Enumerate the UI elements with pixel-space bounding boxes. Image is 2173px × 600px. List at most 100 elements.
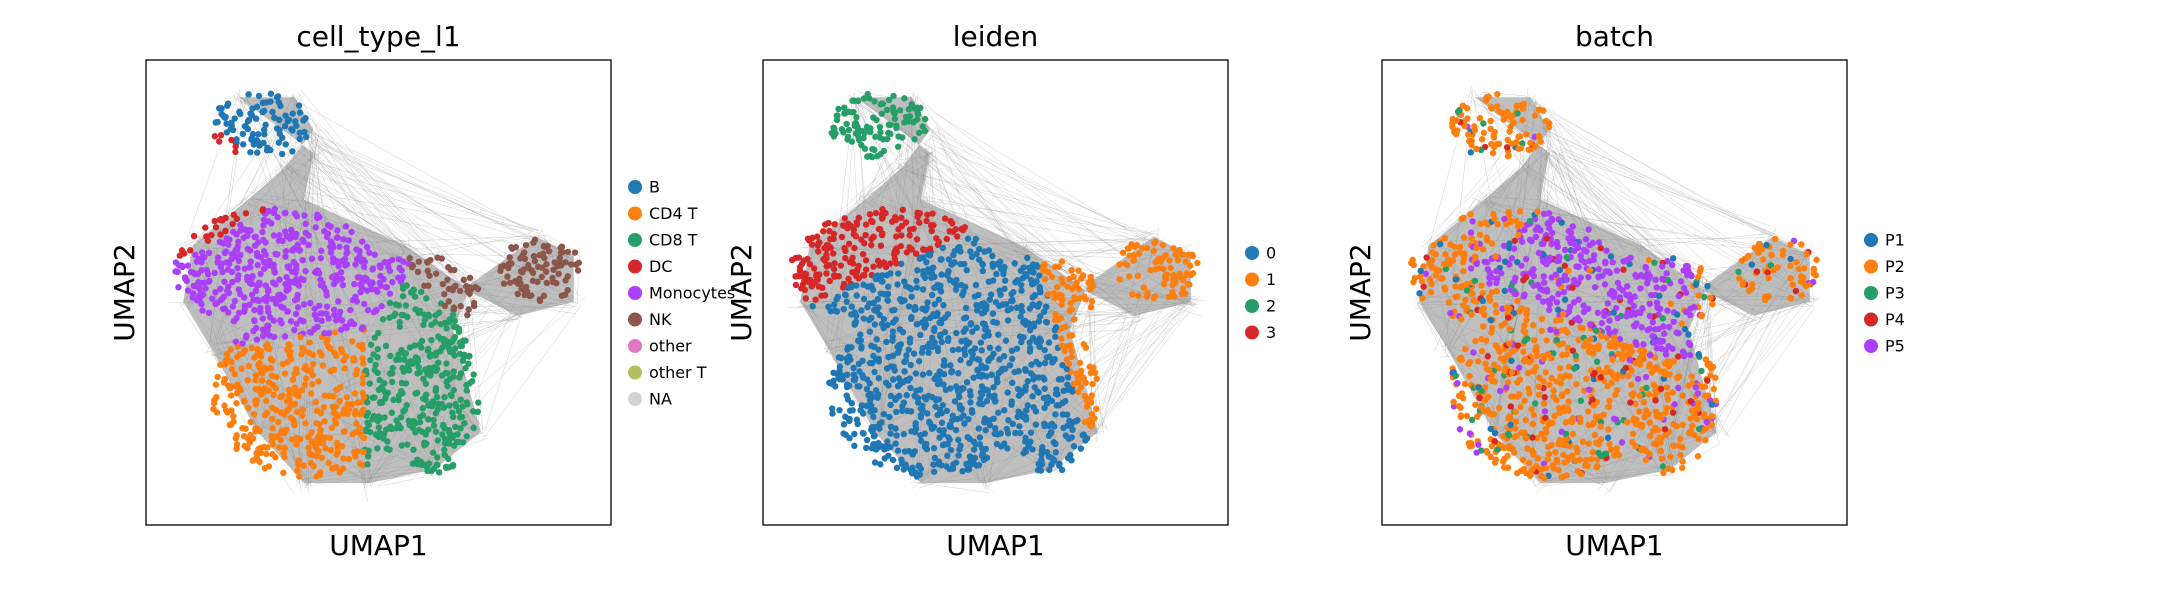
point-monocytes bbox=[263, 297, 270, 305]
point-monocytes bbox=[198, 249, 206, 256]
point-monocytes bbox=[395, 256, 403, 263]
point-0 bbox=[1022, 367, 1029, 374]
point-0 bbox=[957, 281, 965, 289]
point-p2 bbox=[1628, 381, 1635, 389]
point-cd8-t bbox=[422, 391, 430, 398]
point-0 bbox=[870, 433, 878, 440]
point-0 bbox=[937, 282, 944, 289]
point-1 bbox=[1119, 249, 1127, 256]
point-p5 bbox=[1484, 259, 1491, 266]
point-p2 bbox=[1444, 256, 1452, 263]
point-0 bbox=[1017, 429, 1024, 437]
point-p5 bbox=[1675, 292, 1683, 300]
point-p2 bbox=[1501, 320, 1509, 327]
point-cd8-t bbox=[464, 401, 471, 408]
point-cd8-t bbox=[366, 380, 373, 387]
point-0 bbox=[915, 358, 923, 365]
point-0 bbox=[870, 441, 877, 448]
point-dc bbox=[242, 210, 250, 217]
point-3 bbox=[893, 260, 900, 267]
point-p2 bbox=[1675, 442, 1683, 449]
point-p5 bbox=[1606, 269, 1614, 277]
point-2 bbox=[867, 128, 874, 136]
point-b bbox=[275, 98, 282, 106]
edge bbox=[1072, 312, 1129, 328]
point-1 bbox=[1051, 294, 1058, 302]
point-0 bbox=[878, 419, 885, 426]
point-monocytes bbox=[291, 279, 299, 286]
point-p2 bbox=[1588, 455, 1595, 463]
point-3 bbox=[831, 221, 838, 228]
point-p2 bbox=[1556, 365, 1564, 372]
point-p5 bbox=[1493, 267, 1500, 275]
point-0 bbox=[924, 299, 931, 306]
point-0 bbox=[960, 328, 967, 335]
point-0 bbox=[866, 300, 873, 307]
point-2 bbox=[843, 120, 850, 128]
point-0 bbox=[899, 329, 907, 336]
point-monocytes bbox=[274, 251, 281, 258]
point-p1 bbox=[1467, 149, 1474, 156]
point-monocytes bbox=[336, 243, 343, 250]
point-0 bbox=[889, 456, 897, 464]
point-3 bbox=[850, 226, 857, 233]
point-1 bbox=[1133, 241, 1141, 249]
point-monocytes bbox=[321, 227, 328, 235]
edge bbox=[305, 192, 540, 231]
point-p2 bbox=[1812, 272, 1820, 279]
point-p2 bbox=[1468, 290, 1476, 297]
point-0 bbox=[1016, 423, 1023, 430]
point-2 bbox=[885, 96, 893, 104]
point-p2 bbox=[1708, 413, 1716, 420]
point-0 bbox=[846, 434, 853, 442]
point-0 bbox=[1000, 270, 1007, 278]
point-p3 bbox=[1463, 287, 1471, 294]
point-0 bbox=[936, 319, 943, 326]
point-cd8-t bbox=[457, 342, 464, 350]
point-0 bbox=[1068, 434, 1075, 441]
point-cd4-t bbox=[308, 428, 315, 436]
point-0 bbox=[987, 291, 995, 298]
point-3 bbox=[898, 214, 905, 222]
point-cd4-t bbox=[351, 390, 359, 397]
point-p2 bbox=[1488, 329, 1495, 336]
point-cd8-t bbox=[387, 352, 394, 360]
point-cd8-t bbox=[418, 344, 425, 351]
point-monocytes bbox=[323, 292, 330, 299]
point-cd8-t bbox=[390, 312, 397, 320]
point-p5 bbox=[1456, 426, 1464, 433]
point-2 bbox=[914, 116, 921, 123]
point-cd4-t bbox=[227, 421, 235, 429]
point-0 bbox=[865, 316, 873, 324]
point-0 bbox=[859, 429, 867, 437]
point-0 bbox=[947, 362, 954, 369]
point-nk bbox=[464, 311, 471, 319]
point-p5 bbox=[1631, 323, 1638, 330]
point-0 bbox=[900, 466, 908, 473]
point-1 bbox=[1176, 270, 1183, 277]
point-cd8-t bbox=[374, 445, 381, 452]
point-cd8-t bbox=[410, 417, 417, 425]
point-p2 bbox=[1494, 90, 1501, 98]
point-2 bbox=[880, 147, 888, 155]
point-p2 bbox=[1456, 243, 1464, 251]
point-cd4-t bbox=[341, 365, 348, 372]
point-monocytes bbox=[323, 310, 330, 317]
point-p2 bbox=[1523, 316, 1530, 324]
edge bbox=[1534, 101, 1810, 261]
point-p5 bbox=[1582, 236, 1590, 243]
point-monocytes bbox=[285, 264, 292, 272]
point-b bbox=[267, 146, 274, 154]
point-2 bbox=[855, 136, 863, 144]
point-p2 bbox=[1440, 260, 1448, 268]
point-2 bbox=[869, 145, 876, 153]
point-cd8-t bbox=[375, 424, 383, 431]
point-0 bbox=[1036, 272, 1043, 279]
point-0 bbox=[870, 413, 877, 421]
point-0 bbox=[917, 405, 925, 412]
point-0 bbox=[970, 374, 977, 381]
point-0 bbox=[919, 305, 926, 312]
point-0 bbox=[961, 420, 968, 427]
point-0 bbox=[848, 303, 855, 310]
point-p2 bbox=[1787, 262, 1794, 270]
